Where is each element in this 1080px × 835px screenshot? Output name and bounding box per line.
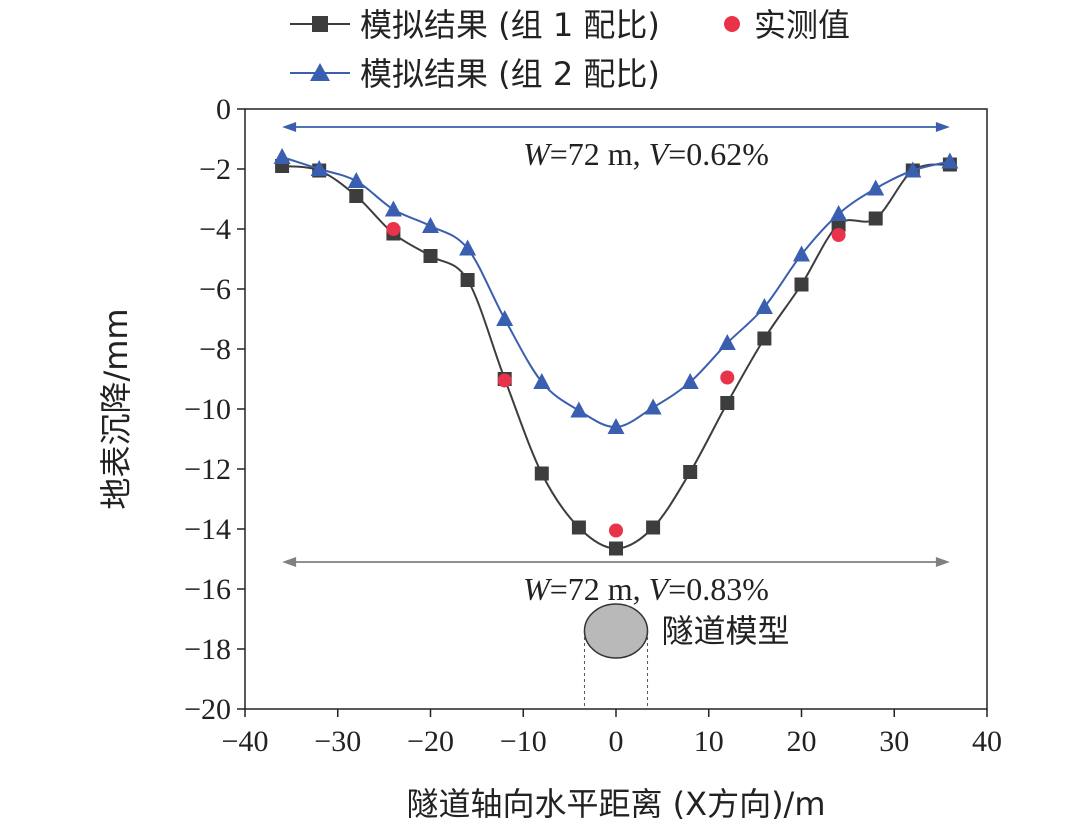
x-tick-label-4: 0 bbox=[609, 725, 624, 758]
y-tick-label-0: 0 bbox=[216, 93, 231, 126]
x-axis-title: 隧道轴向水平距离 (X方向)/m bbox=[406, 785, 825, 823]
data-point-square bbox=[349, 189, 364, 203]
x-tick-label-6: 20 bbox=[787, 725, 817, 758]
data-point-circle bbox=[609, 523, 623, 538]
tunnel-model: 隧道模型 bbox=[583, 603, 790, 709]
data-point-square bbox=[423, 249, 438, 263]
annotation-arrow-left-1 bbox=[282, 122, 297, 132]
y-tick-label-2: −4 bbox=[199, 213, 231, 246]
x-tick-label-5: 10 bbox=[694, 725, 724, 758]
data-point-triangle bbox=[384, 200, 402, 217]
data-point-triangle bbox=[830, 205, 848, 221]
legend-item-series-2: 模拟结果 (组 2 配比) bbox=[290, 55, 660, 93]
axes: −40 −30 −20 −10 0 10 20 30 40 0 −2 −4 −6 −8 −10 −12 −14 −… bbox=[184, 93, 1002, 758]
series-line-2 bbox=[281, 156, 951, 429]
data-point-square bbox=[868, 211, 883, 226]
data-point-square bbox=[534, 466, 549, 481]
x-tick-label-2: −20 bbox=[407, 725, 454, 758]
legend-marker-circle bbox=[724, 16, 740, 32]
data-point-triangle bbox=[347, 172, 365, 188]
data-point-square bbox=[609, 541, 623, 556]
legend-marker-square bbox=[312, 16, 328, 32]
annotation-text-1: W=72 m, V=0.62% bbox=[523, 136, 769, 172]
x-tick-label-0: −40 bbox=[222, 725, 269, 758]
tunnel-label: 隧道模型 bbox=[662, 612, 790, 650]
data-point-square bbox=[683, 465, 698, 479]
annotation-arrow-right-2 bbox=[935, 557, 950, 567]
y-tick-label-1: −2 bbox=[199, 153, 231, 186]
legend-item-series-3: 实测值 bbox=[724, 6, 850, 44]
series-3 bbox=[386, 222, 846, 538]
width-annotations: W=72 m, V=0.62% W=72 m, V=0.83% bbox=[282, 122, 950, 607]
data-point-triangle bbox=[904, 161, 922, 178]
x-tick-label-3: −10 bbox=[500, 725, 547, 758]
data-point-square bbox=[794, 277, 809, 292]
y-tick-label-10: −20 bbox=[184, 693, 231, 726]
data-point-triangle bbox=[533, 373, 551, 389]
y-tick-label-4: −8 bbox=[199, 333, 231, 366]
legend-label-series-1: 模拟结果 (组 1 配比) bbox=[360, 6, 660, 44]
data-point-triangle bbox=[310, 160, 328, 176]
data-point-square bbox=[571, 520, 586, 535]
y-tick-label-3: −6 bbox=[199, 273, 231, 306]
x-tick-label-1: −30 bbox=[314, 725, 361, 758]
data-point-square bbox=[646, 520, 661, 535]
data-point-triangle bbox=[273, 148, 291, 164]
data-point-circle bbox=[497, 373, 512, 388]
data-point-triangle bbox=[718, 334, 736, 350]
annotation-arrow-right-1 bbox=[935, 122, 950, 132]
data-point-triangle bbox=[755, 298, 773, 314]
y-tick-label-5: −10 bbox=[184, 393, 231, 426]
tunnel-circle bbox=[583, 603, 649, 659]
width-annotation-1: W=72 m, V=0.62% bbox=[282, 122, 950, 172]
data-point-triangle bbox=[867, 179, 885, 196]
series-2 bbox=[273, 148, 959, 434]
data-point-triangle bbox=[681, 373, 699, 389]
y-tick-label-6: −12 bbox=[184, 453, 231, 486]
legend-label-series-3: 实测值 bbox=[754, 6, 850, 44]
data-point-circle bbox=[386, 222, 401, 236]
legend-label-series-2: 模拟结果 (组 2 配比) bbox=[360, 55, 660, 93]
x-tick-label-8: 40 bbox=[972, 725, 1002, 758]
annotation-text-2: W=72 m, V=0.83% bbox=[523, 571, 769, 607]
legend: 模拟结果 (组 1 配比) 实测值 模拟结果 (组 2 配比) bbox=[290, 6, 850, 93]
data-point-triangle bbox=[607, 418, 625, 434]
data-point-triangle bbox=[422, 217, 439, 233]
data-point-circle bbox=[720, 370, 735, 385]
data-point-triangle bbox=[941, 152, 959, 169]
data-point-square bbox=[720, 396, 735, 410]
data-point-triangle bbox=[570, 401, 588, 418]
data-point-square bbox=[757, 331, 772, 346]
data-point-triangle bbox=[793, 245, 810, 262]
data-point-triangle bbox=[496, 310, 514, 326]
y-tick-label-7: −14 bbox=[184, 513, 231, 546]
legend-item-series-1: 模拟结果 (组 1 配比) bbox=[290, 6, 660, 44]
y-tick-label-8: −16 bbox=[184, 573, 231, 606]
annotation-arrow-left-2 bbox=[282, 557, 297, 567]
data-point-triangle bbox=[644, 398, 662, 415]
series-line-1 bbox=[281, 163, 951, 550]
y-axis-title: 地表沉降/mm bbox=[97, 308, 135, 509]
data-point-triangle bbox=[459, 239, 477, 256]
width-annotation-2: W=72 m, V=0.83% bbox=[282, 557, 950, 607]
x-tick-label-7: 30 bbox=[879, 725, 909, 758]
series-1 bbox=[275, 157, 957, 556]
series-group bbox=[273, 148, 959, 556]
legend-marker-triangle bbox=[310, 63, 330, 81]
data-point-circle bbox=[831, 228, 846, 242]
data-point-square bbox=[460, 273, 475, 287]
y-tick-label-9: −18 bbox=[184, 633, 231, 666]
